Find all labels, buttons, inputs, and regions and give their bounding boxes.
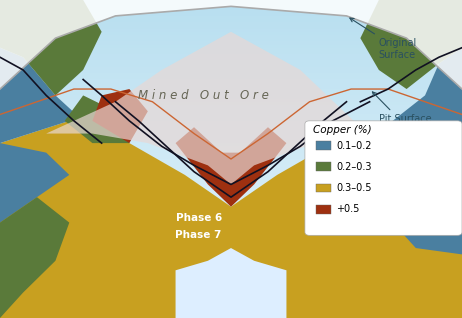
Text: 0.2–0.3: 0.2–0.3: [336, 162, 372, 172]
Text: 0.1–0.2: 0.1–0.2: [336, 141, 372, 151]
Text: M i n e d   O u t   O r e: M i n e d O u t O r e: [138, 89, 269, 102]
Polygon shape: [0, 48, 102, 143]
Polygon shape: [0, 143, 69, 223]
Text: 0.3–0.5: 0.3–0.5: [336, 183, 372, 193]
Polygon shape: [393, 191, 462, 254]
FancyBboxPatch shape: [316, 162, 331, 171]
Polygon shape: [0, 121, 462, 318]
Polygon shape: [360, 48, 462, 143]
Polygon shape: [65, 95, 129, 143]
Polygon shape: [46, 32, 360, 184]
FancyBboxPatch shape: [316, 183, 331, 192]
Text: Pit Surface
(Jan 2013): Pit Surface (Jan 2013): [372, 92, 432, 136]
Polygon shape: [176, 127, 286, 207]
Text: +0.5: +0.5: [336, 204, 360, 214]
Polygon shape: [92, 89, 148, 143]
Text: Copper (%): Copper (%): [313, 125, 371, 135]
FancyBboxPatch shape: [316, 205, 331, 214]
Polygon shape: [176, 248, 286, 318]
Text: Phase 6: Phase 6: [176, 213, 222, 223]
Polygon shape: [0, 0, 102, 95]
FancyBboxPatch shape: [316, 141, 331, 150]
Polygon shape: [0, 197, 69, 318]
Polygon shape: [360, 0, 462, 89]
FancyBboxPatch shape: [305, 121, 462, 235]
Text: Original
Surface: Original Surface: [350, 18, 417, 60]
Text: Phase 7: Phase 7: [176, 230, 222, 240]
Polygon shape: [0, 0, 462, 89]
